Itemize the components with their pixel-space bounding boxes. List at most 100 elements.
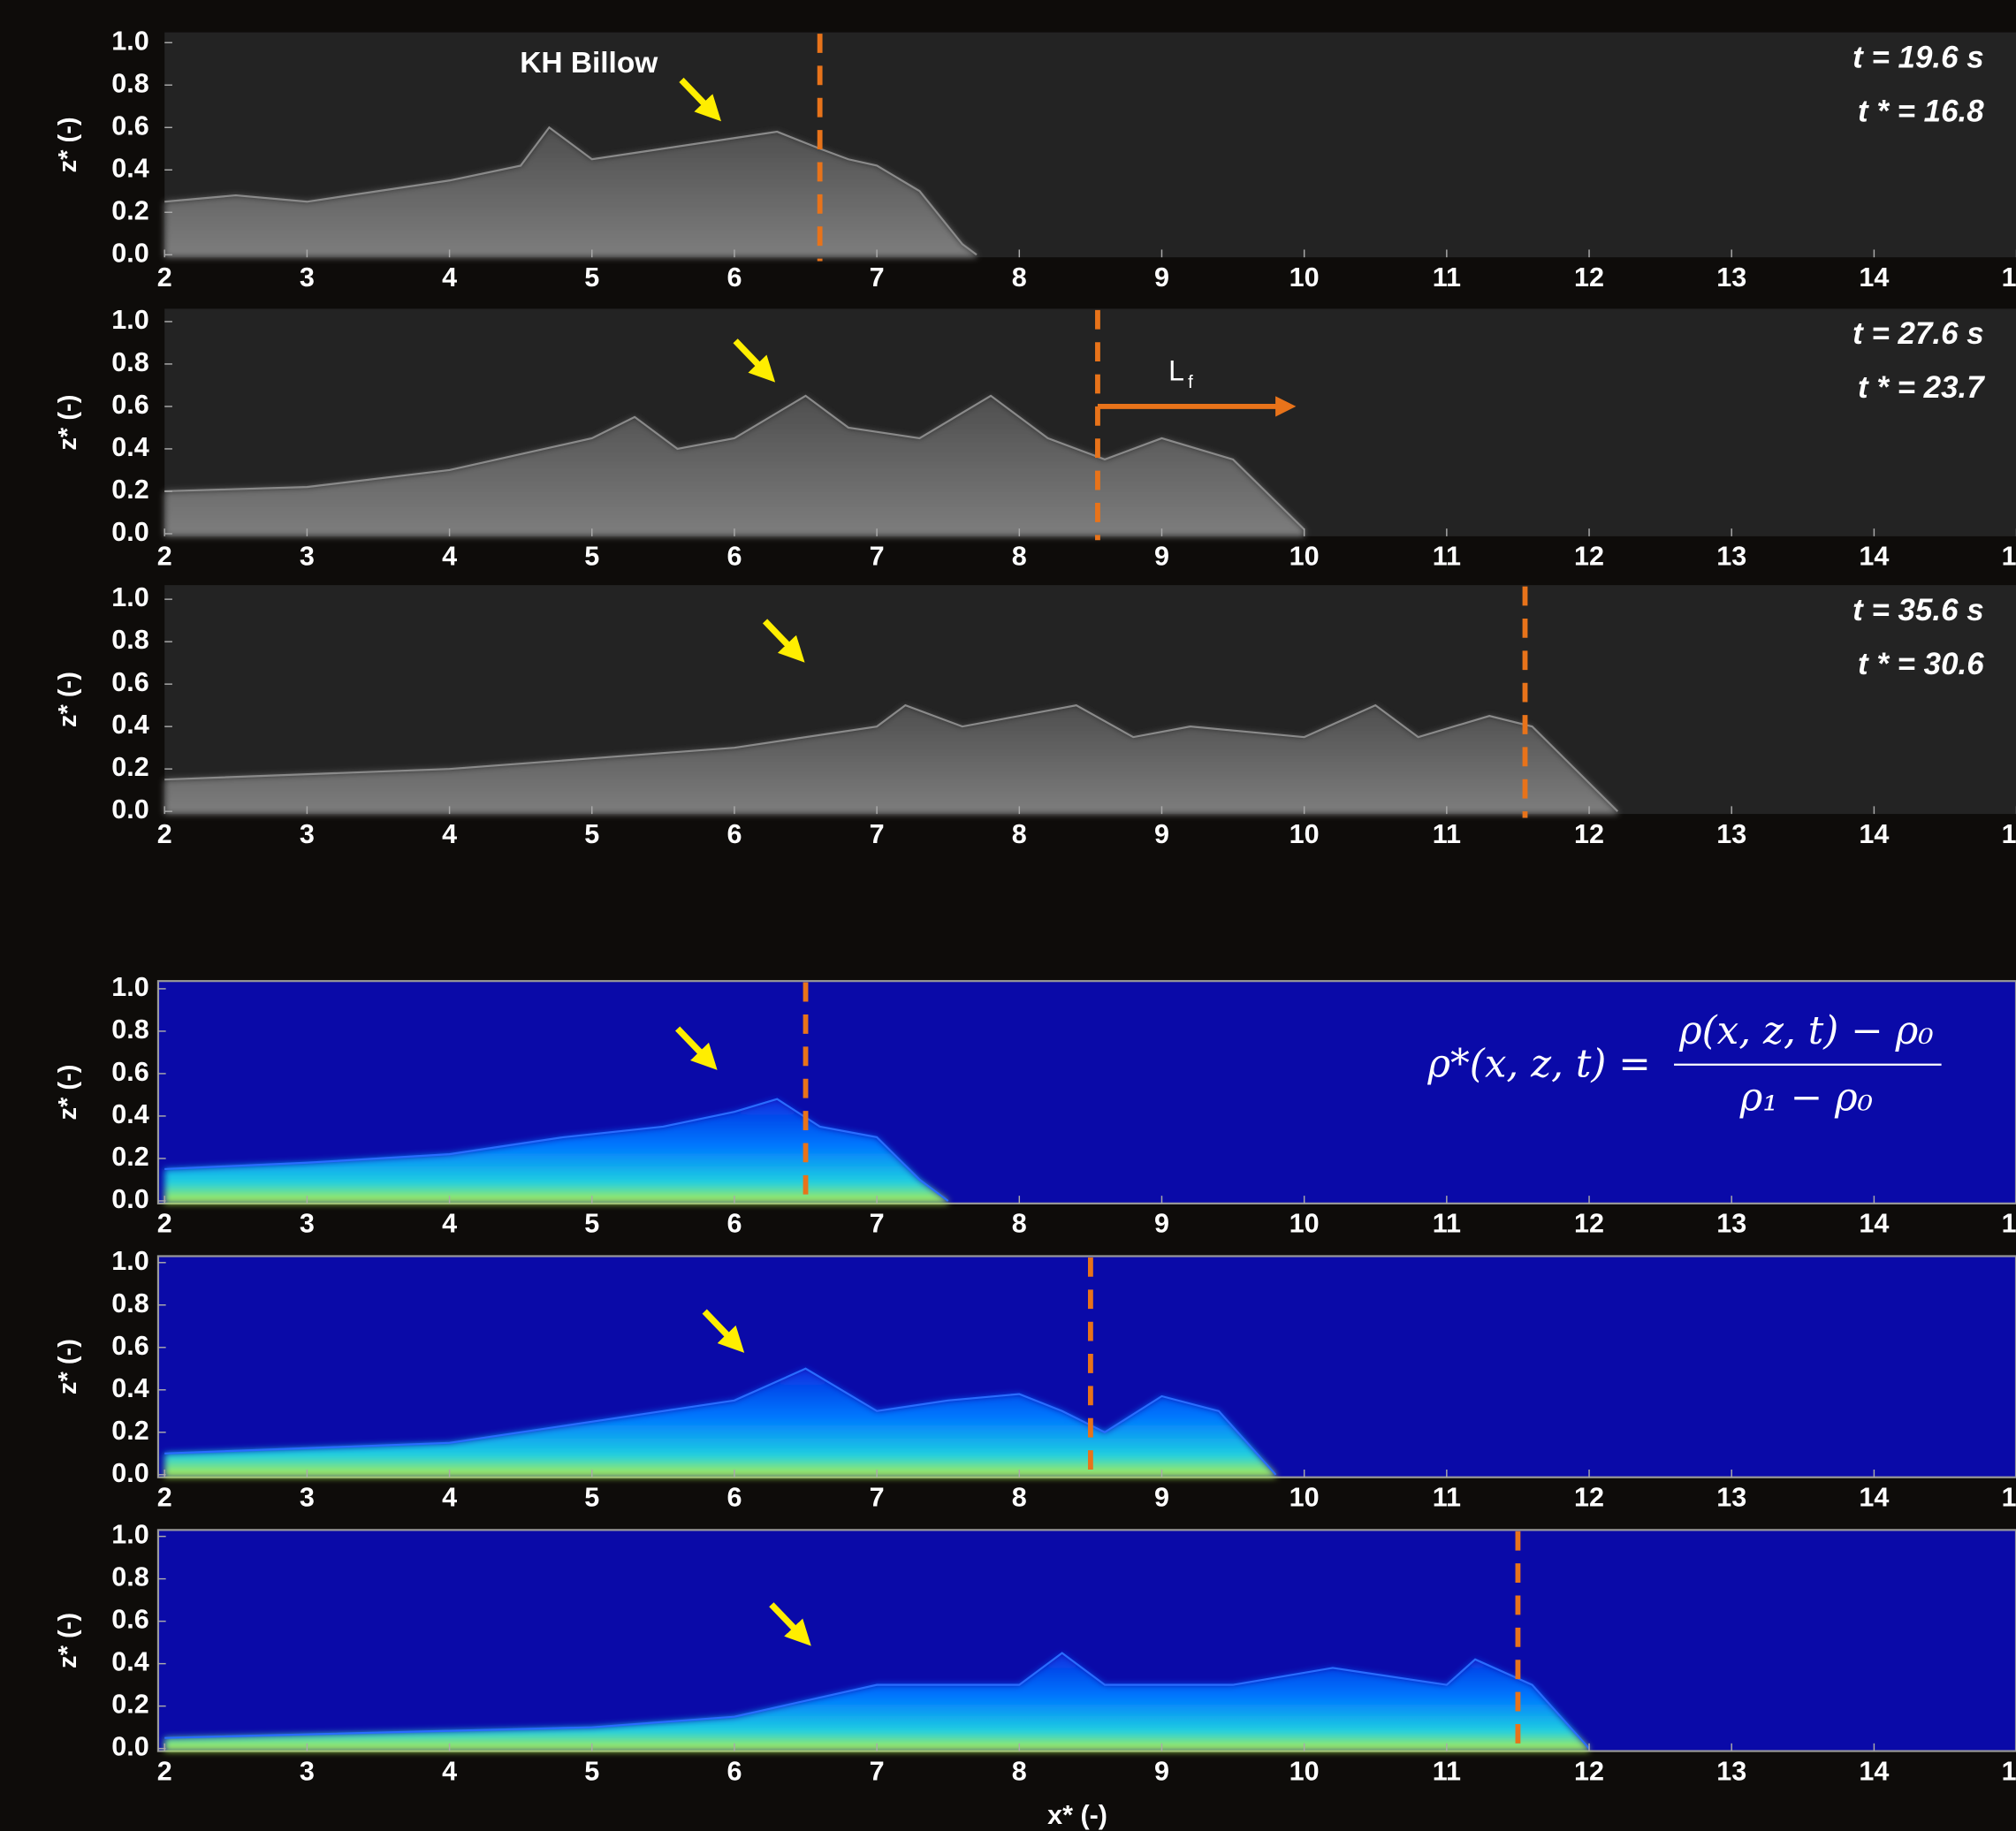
x-tick-label: 10 — [1289, 262, 1320, 293]
y-tick-label: 0.0 — [111, 794, 148, 824]
x-tick-label: 12 — [1574, 1209, 1604, 1239]
x-tick-label: 13 — [1716, 819, 1746, 849]
x-tick-label: 12 — [1574, 1483, 1604, 1513]
x-tick-label: 13 — [1716, 1756, 1746, 1786]
x-tick-label: 4 — [442, 1209, 457, 1239]
x-tick-label: 12 — [1574, 542, 1604, 572]
y-tick-label: 0.0 — [111, 517, 148, 547]
x-tick-label: 13 — [1716, 1209, 1746, 1239]
x-tick-label: 6 — [727, 542, 742, 572]
x-tick-label: 5 — [584, 819, 599, 849]
x-tick-label: 8 — [1012, 262, 1027, 293]
x-tick-label: 5 — [584, 1209, 599, 1239]
x-tick-label: 2 — [157, 262, 172, 293]
x-tick-label: 15 — [2002, 1756, 2016, 1786]
dimensionless-time-label: t * = 23.7 — [1858, 370, 1985, 405]
x-tick-label: 5 — [584, 262, 599, 293]
equation-denominator: ρ₁ − ρ₀ — [1739, 1075, 1874, 1120]
y-tick-label: 0.8 — [111, 347, 148, 377]
y-axis-label: z* (-) — [54, 672, 82, 727]
x-tick-label: 7 — [870, 819, 885, 849]
x-tick-label: 12 — [1574, 262, 1604, 293]
y-tick-label: 0.8 — [111, 1562, 148, 1592]
x-tick-label: 11 — [1433, 819, 1461, 849]
x-axis-label: x* (-) — [1047, 1800, 1107, 1830]
x-tick-label: 6 — [727, 1756, 742, 1786]
x-tick-label: 7 — [870, 542, 885, 572]
x-tick-label: 6 — [727, 819, 742, 849]
annotation: KH Billow — [520, 47, 658, 80]
y-axis-label: z* (-) — [54, 1339, 82, 1394]
y-tick-label: 0.2 — [111, 752, 148, 782]
y-tick-label: 0.2 — [111, 475, 148, 505]
front-arrow-label-sub: f — [1188, 373, 1193, 392]
x-tick-label: 14 — [1859, 1209, 1889, 1239]
x-tick-label: 7 — [870, 1483, 885, 1513]
y-tick-label: 0.6 — [111, 1331, 148, 1361]
y-tick-label: 0.0 — [111, 1732, 148, 1762]
y-tick-label: 0.4 — [111, 153, 148, 183]
x-tick-label: 6 — [727, 262, 742, 293]
x-tick-label: 13 — [1716, 1483, 1746, 1513]
x-tick-label: 8 — [1012, 819, 1027, 849]
y-tick-label: 0.6 — [111, 1057, 148, 1087]
x-tick-label: 15 — [2002, 542, 2016, 572]
x-tick-label: 8 — [1012, 1209, 1027, 1239]
x-tick-label: 15 — [2002, 1483, 2016, 1513]
y-tick-label: 0.6 — [111, 1605, 148, 1635]
x-tick-label: 6 — [727, 1209, 742, 1239]
y-tick-label: 0.4 — [111, 432, 148, 462]
y-tick-label: 0.8 — [111, 1288, 148, 1318]
y-tick-label: 0.0 — [111, 238, 148, 268]
x-tick-label: 5 — [584, 542, 599, 572]
y-tick-label: 0.2 — [111, 1142, 148, 1172]
x-tick-label: 15 — [2002, 262, 2016, 293]
y-axis-label: z* (-) — [54, 395, 82, 451]
front-arrow-label: L — [1168, 355, 1184, 387]
y-tick-label: 0.4 — [111, 710, 148, 740]
x-tick-label: 2 — [157, 1209, 172, 1239]
y-tick-label: 0.2 — [111, 1690, 148, 1720]
x-tick-label: 3 — [300, 542, 315, 572]
y-axis-label: z* (-) — [54, 1613, 82, 1668]
x-tick-label: 15 — [2002, 819, 2016, 849]
x-tick-label: 7 — [870, 1209, 885, 1239]
x-tick-label: 2 — [157, 819, 172, 849]
y-tick-label: 1.0 — [111, 1246, 148, 1276]
x-tick-label: 14 — [1859, 1483, 1889, 1513]
time-label: t = 35.6 s — [1852, 593, 1983, 627]
y-tick-label: 1.0 — [111, 582, 148, 612]
x-tick-label: 11 — [1433, 1483, 1461, 1513]
x-tick-label: 9 — [1154, 262, 1169, 293]
figure: 0.0 0.2 0.4 0.6 0.8 1.0 2 3 4 5 6 7 8 9 10 11 12 13 14 15 z*… — [0, 0, 2016, 1831]
x-tick-label: 11 — [1433, 262, 1461, 293]
x-tick-label: 10 — [1289, 1209, 1320, 1239]
x-tick-label: 10 — [1289, 542, 1320, 572]
dimensionless-time-label: t * = 16.8 — [1858, 94, 1984, 128]
x-tick-label: 8 — [1012, 542, 1027, 572]
y-tick-label: 0.8 — [111, 1014, 148, 1045]
y-tick-label: 1.0 — [111, 1520, 148, 1550]
x-tick-label: 10 — [1289, 1483, 1320, 1513]
x-tick-label: 4 — [442, 542, 457, 572]
x-tick-label: 10 — [1289, 1756, 1320, 1786]
x-tick-label: 11 — [1433, 542, 1461, 572]
x-tick-label: 6 — [727, 1483, 742, 1513]
equation-numerator: ρ(x, z, t) − ρ₀ — [1678, 1008, 1934, 1053]
x-tick-label: 2 — [157, 1756, 172, 1786]
time-label: t = 19.6 s — [1852, 40, 1983, 74]
x-tick-label: 7 — [870, 262, 885, 293]
x-tick-label: 3 — [300, 1756, 315, 1786]
x-tick-label: 5 — [584, 1483, 599, 1513]
x-tick-label: 14 — [1859, 542, 1889, 572]
x-tick-label: 2 — [157, 1483, 172, 1513]
y-tick-label: 0.2 — [111, 195, 148, 225]
y-tick-label: 0.4 — [111, 1373, 148, 1403]
x-tick-label: 14 — [1859, 1756, 1889, 1786]
x-tick-label: 2 — [157, 542, 172, 572]
y-tick-label: 0.8 — [111, 625, 148, 655]
x-tick-label: 4 — [442, 262, 457, 293]
x-tick-label: 13 — [1716, 542, 1746, 572]
y-tick-label: 0.2 — [111, 1416, 148, 1446]
y-tick-label: 1.0 — [111, 305, 148, 335]
